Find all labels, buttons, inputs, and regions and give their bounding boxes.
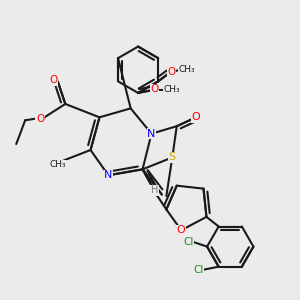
Text: O: O — [150, 84, 159, 94]
Text: O: O — [177, 225, 186, 235]
Text: Cl: Cl — [193, 265, 204, 275]
Text: S: S — [169, 152, 176, 162]
Text: CH₃: CH₃ — [163, 85, 180, 94]
Text: Cl: Cl — [183, 237, 194, 247]
Text: O: O — [36, 114, 44, 124]
Text: N: N — [104, 170, 112, 180]
Text: H: H — [151, 185, 158, 195]
Text: CH₃: CH₃ — [178, 65, 195, 74]
Text: O: O — [192, 112, 200, 122]
Text: N: N — [147, 129, 156, 139]
Text: O: O — [49, 75, 58, 85]
Text: CH₃: CH₃ — [50, 160, 66, 169]
Text: O: O — [167, 67, 176, 77]
